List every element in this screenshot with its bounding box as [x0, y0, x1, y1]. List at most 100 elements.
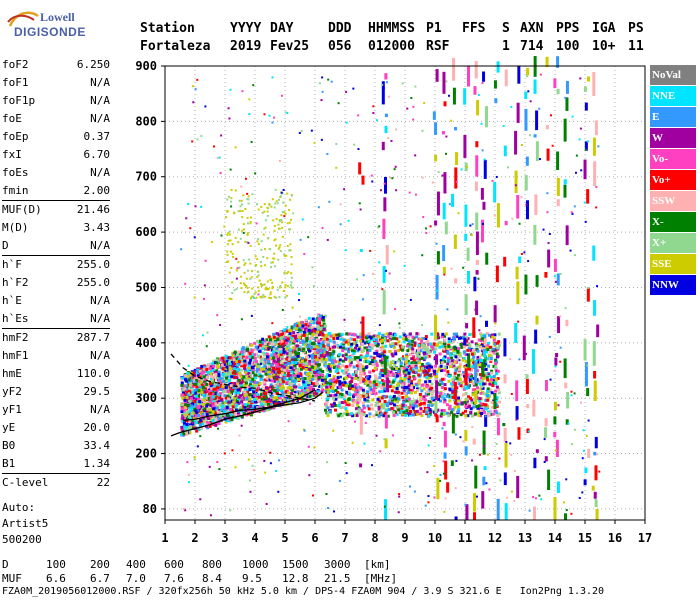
echo-point	[234, 236, 237, 239]
echo-point	[273, 206, 276, 209]
echo-point	[262, 380, 266, 384]
echo-point	[397, 397, 401, 401]
echo-point	[356, 349, 360, 353]
echo-point	[517, 65, 521, 84]
echo-point	[459, 384, 463, 388]
echo-point	[312, 366, 316, 370]
echo-point	[355, 403, 359, 407]
echo-point	[307, 328, 311, 332]
echo-point	[368, 348, 372, 352]
echo-point	[275, 361, 279, 365]
echo-point	[189, 409, 193, 413]
echo-point	[422, 395, 426, 399]
echo-point	[228, 297, 231, 300]
echo-point	[238, 388, 242, 392]
echo-point	[411, 403, 415, 407]
echo-point	[323, 377, 327, 381]
echo-point	[489, 378, 493, 382]
echo-point	[300, 130, 303, 133]
echo-point	[233, 362, 237, 366]
echo-point	[221, 367, 225, 371]
echo-point	[266, 288, 269, 291]
echo-point	[278, 246, 281, 249]
echo-point	[231, 405, 235, 409]
echo-point	[435, 343, 439, 347]
echo-point	[490, 333, 494, 337]
echo-point	[218, 378, 222, 382]
echo-point	[471, 382, 475, 386]
echo-point	[243, 393, 247, 397]
echo-point	[321, 369, 325, 373]
echo-point	[284, 390, 288, 394]
echo-point	[222, 379, 226, 383]
echo-point	[258, 346, 262, 350]
echo-point	[410, 367, 414, 371]
echo-point	[380, 396, 384, 400]
echo-point	[185, 390, 189, 394]
echo-point	[317, 339, 321, 343]
echo-point	[296, 324, 300, 328]
echo-point	[448, 353, 452, 357]
echo-point	[197, 382, 201, 386]
echo-point	[201, 403, 205, 407]
echo-point	[224, 379, 228, 383]
echo-point	[472, 438, 476, 445]
echo-point	[325, 368, 329, 372]
echo-point	[221, 373, 225, 377]
echo-point	[504, 442, 508, 468]
echo-point	[232, 403, 236, 407]
echo-point	[305, 388, 309, 392]
echo-point	[185, 387, 189, 391]
echo-point	[293, 350, 297, 354]
echo-point	[215, 376, 219, 380]
echo-point	[244, 371, 248, 375]
echo-point	[301, 218, 304, 221]
echo-point	[214, 423, 218, 427]
echo-point	[205, 368, 209, 372]
echo-point	[268, 346, 272, 350]
echo-point	[284, 363, 288, 367]
echo-point	[401, 395, 405, 399]
echo-point	[271, 285, 274, 288]
echo-point	[188, 373, 192, 377]
echo-point	[390, 406, 394, 410]
echo-point	[311, 382, 315, 386]
echo-point	[417, 337, 421, 341]
echo-point	[233, 375, 237, 379]
echo-point	[265, 286, 268, 289]
echo-point	[292, 379, 296, 383]
echo-point	[450, 385, 454, 389]
echo-point	[491, 347, 495, 351]
echo-point	[258, 395, 262, 399]
echo-point	[462, 387, 466, 391]
echo-point	[368, 370, 372, 374]
echo-point	[242, 362, 246, 366]
echo-point	[400, 348, 404, 352]
echo-point	[280, 363, 284, 367]
echo-point	[435, 416, 439, 423]
echo-point	[443, 334, 447, 338]
echo-point	[229, 250, 232, 253]
echo-point	[470, 340, 474, 344]
echo-point	[389, 373, 393, 377]
echo-point	[312, 321, 316, 325]
echo-point	[323, 324, 327, 328]
echo-point	[284, 204, 287, 207]
echo-point	[305, 361, 309, 365]
echo-point	[307, 349, 311, 353]
echo-point	[405, 400, 408, 403]
echo-point	[270, 395, 274, 399]
echo-point	[381, 81, 385, 105]
echo-point	[393, 378, 397, 382]
echo-point	[192, 371, 196, 375]
echo-point	[337, 362, 341, 366]
echo-point	[273, 370, 277, 374]
echo-point	[269, 279, 272, 282]
echo-point	[202, 367, 206, 371]
echo-point	[246, 286, 249, 289]
echo-point	[417, 351, 421, 355]
echo-point	[255, 360, 259, 364]
echo-point	[228, 195, 231, 198]
echo-point	[369, 383, 373, 387]
echo-point	[366, 383, 370, 387]
